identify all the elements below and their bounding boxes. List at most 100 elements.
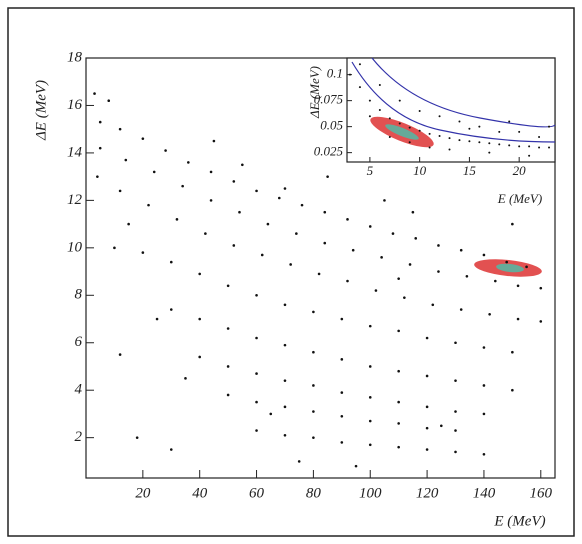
point: [388, 117, 391, 120]
point: [232, 244, 236, 247]
point: [411, 210, 415, 214]
point: [300, 203, 304, 207]
point: [118, 127, 122, 131]
point: [118, 353, 122, 356]
point: [388, 136, 391, 139]
point: [340, 441, 344, 444]
point: [368, 419, 372, 423]
point: [340, 358, 344, 361]
inset-axes: [346, 57, 556, 163]
x-tick-label: 100: [359, 485, 382, 501]
inset-curve: [351, 61, 556, 143]
point: [548, 146, 551, 149]
point: [397, 329, 400, 333]
point: [98, 120, 102, 124]
point: [538, 146, 541, 149]
point: [380, 256, 383, 259]
point: [340, 317, 344, 321]
inset-x-label: E (MeV): [497, 191, 542, 206]
y-tick-label: 8: [75, 287, 83, 303]
point: [238, 210, 241, 214]
point: [226, 284, 230, 288]
point: [283, 303, 287, 307]
point: [226, 327, 230, 330]
point: [169, 308, 173, 311]
point: [118, 189, 122, 193]
point: [175, 218, 179, 221]
point: [255, 189, 258, 193]
point: [96, 175, 99, 178]
point: [482, 346, 486, 349]
point: [374, 289, 378, 292]
point: [155, 317, 159, 321]
inset-curve: [371, 57, 556, 128]
point: [135, 436, 139, 439]
point: [511, 350, 514, 354]
point: [525, 265, 528, 269]
point: [425, 448, 429, 451]
point: [425, 405, 429, 409]
point: [323, 241, 327, 245]
point: [511, 388, 514, 392]
point: [494, 279, 497, 283]
point: [127, 222, 130, 226]
point: [414, 237, 418, 240]
point: [488, 312, 491, 316]
point: [465, 275, 469, 278]
point: [454, 429, 457, 432]
inset-y-label: ΔE (MeV): [307, 66, 322, 119]
point: [184, 377, 187, 380]
point: [255, 336, 258, 340]
point: [198, 317, 201, 321]
point: [468, 127, 471, 130]
point: [255, 400, 258, 404]
point: [398, 99, 401, 102]
point: [440, 424, 443, 428]
point: [511, 222, 514, 226]
point: [226, 365, 230, 368]
point: [323, 210, 327, 214]
point: [283, 187, 287, 190]
point: [438, 115, 441, 118]
point: [425, 374, 429, 378]
y-tick-label: 4: [75, 382, 83, 398]
point: [283, 379, 287, 383]
point: [204, 232, 207, 235]
point: [431, 303, 435, 307]
point: [295, 232, 298, 235]
point: [468, 140, 471, 143]
point: [408, 126, 411, 129]
y-tick-label: 0.05: [320, 118, 343, 133]
point: [358, 86, 361, 89]
point: [241, 163, 244, 167]
x-tick-label: 15: [463, 163, 477, 178]
point: [478, 141, 481, 144]
point: [459, 308, 463, 311]
point: [351, 248, 355, 252]
y-tick-label: 10: [67, 239, 83, 255]
point: [383, 199, 386, 202]
x-tick-label: 140: [473, 485, 496, 501]
y-tick-label: 0.025: [314, 144, 344, 159]
point: [368, 324, 372, 328]
point: [368, 443, 372, 447]
x-tick-label: 20: [513, 163, 527, 178]
x-tick-label: 80: [306, 485, 322, 501]
point: [255, 429, 258, 432]
point: [312, 410, 315, 413]
point: [518, 145, 521, 148]
point: [368, 99, 371, 102]
point: [107, 99, 111, 103]
point: [255, 372, 258, 375]
x-tick-label: 120: [416, 485, 439, 501]
point: [438, 135, 441, 137]
point: [488, 151, 491, 154]
point: [368, 365, 372, 368]
point: [548, 125, 551, 128]
point: [212, 139, 216, 143]
point: [454, 450, 457, 454]
density-core: [496, 263, 524, 273]
point: [209, 170, 213, 174]
point: [368, 115, 371, 118]
